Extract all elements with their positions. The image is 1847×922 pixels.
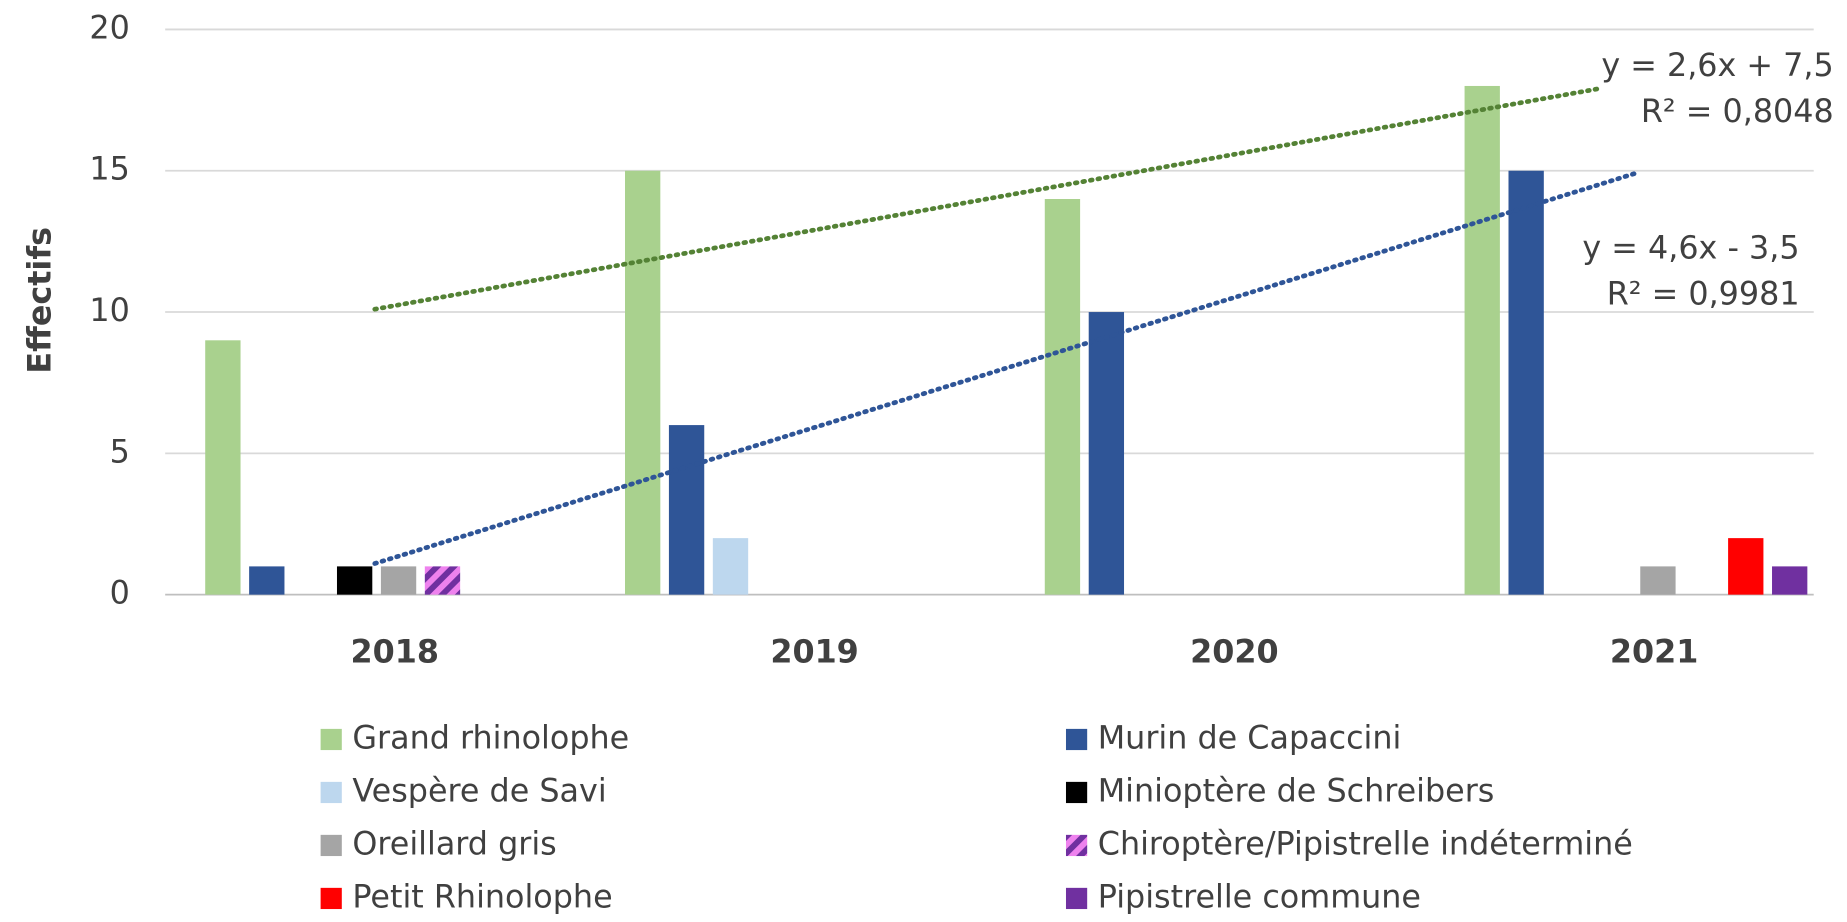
x-tick-label: 2021 bbox=[1610, 634, 1698, 671]
bar bbox=[1640, 566, 1676, 595]
bar bbox=[1464, 85, 1500, 595]
bar bbox=[1088, 312, 1125, 595]
bar bbox=[336, 566, 373, 595]
bar bbox=[1772, 566, 1808, 595]
legend-swatch bbox=[320, 887, 342, 910]
x-tick-label: 2018 bbox=[351, 634, 439, 671]
bar bbox=[668, 425, 705, 595]
legend-label: Minioptère de Schreibers bbox=[1098, 772, 1495, 809]
x-tick-label: 2020 bbox=[1190, 634, 1278, 671]
legend-swatch bbox=[1065, 887, 1088, 910]
bar bbox=[249, 566, 285, 595]
y-tick-label: 15 bbox=[89, 151, 129, 188]
bar bbox=[205, 340, 241, 595]
x-tick-label: 2019 bbox=[770, 634, 858, 671]
bar bbox=[1508, 170, 1544, 595]
y-tick-label: 10 bbox=[89, 292, 129, 329]
y-tick-label: 0 bbox=[110, 575, 130, 612]
legend-swatch bbox=[1065, 834, 1088, 857]
bar bbox=[624, 170, 661, 595]
bar bbox=[1728, 538, 1764, 595]
trendline bbox=[372, 171, 1638, 566]
y-axis-label: Effectifs bbox=[22, 227, 59, 374]
legend-label: Petit Rhinolophe bbox=[352, 878, 612, 915]
legend-label: Grand rhinolophe bbox=[352, 719, 629, 756]
legend-swatch bbox=[320, 781, 342, 804]
trendline-label: y = 2,6x + 7,5 bbox=[1601, 47, 1833, 84]
legend-swatch bbox=[320, 728, 342, 751]
legend-label: Vespère de Savi bbox=[352, 772, 606, 809]
trendline-label: R² = 0,9981 bbox=[1607, 276, 1800, 313]
bar bbox=[380, 566, 417, 595]
legend-swatch bbox=[1065, 728, 1088, 751]
bar bbox=[712, 538, 749, 595]
y-tick-label: 20 bbox=[89, 9, 129, 46]
trendline bbox=[372, 86, 1601, 312]
trendline-label: R² = 0,8048 bbox=[1641, 93, 1834, 130]
legend-swatch bbox=[1065, 781, 1088, 804]
legend-label: Oreillard gris bbox=[352, 825, 556, 862]
bar bbox=[1044, 199, 1081, 595]
trendline-label: y = 4,6x - 3,5 bbox=[1582, 230, 1799, 267]
bar bbox=[424, 566, 461, 595]
legend-label: Pipistrelle commune bbox=[1098, 878, 1421, 915]
y-tick-label: 5 bbox=[110, 433, 130, 470]
legend-label: Chiroptère/Pipistrelle indéterminé bbox=[1098, 825, 1633, 862]
legend-label: Murin de Capaccini bbox=[1098, 719, 1402, 756]
legend-swatch bbox=[320, 834, 342, 857]
